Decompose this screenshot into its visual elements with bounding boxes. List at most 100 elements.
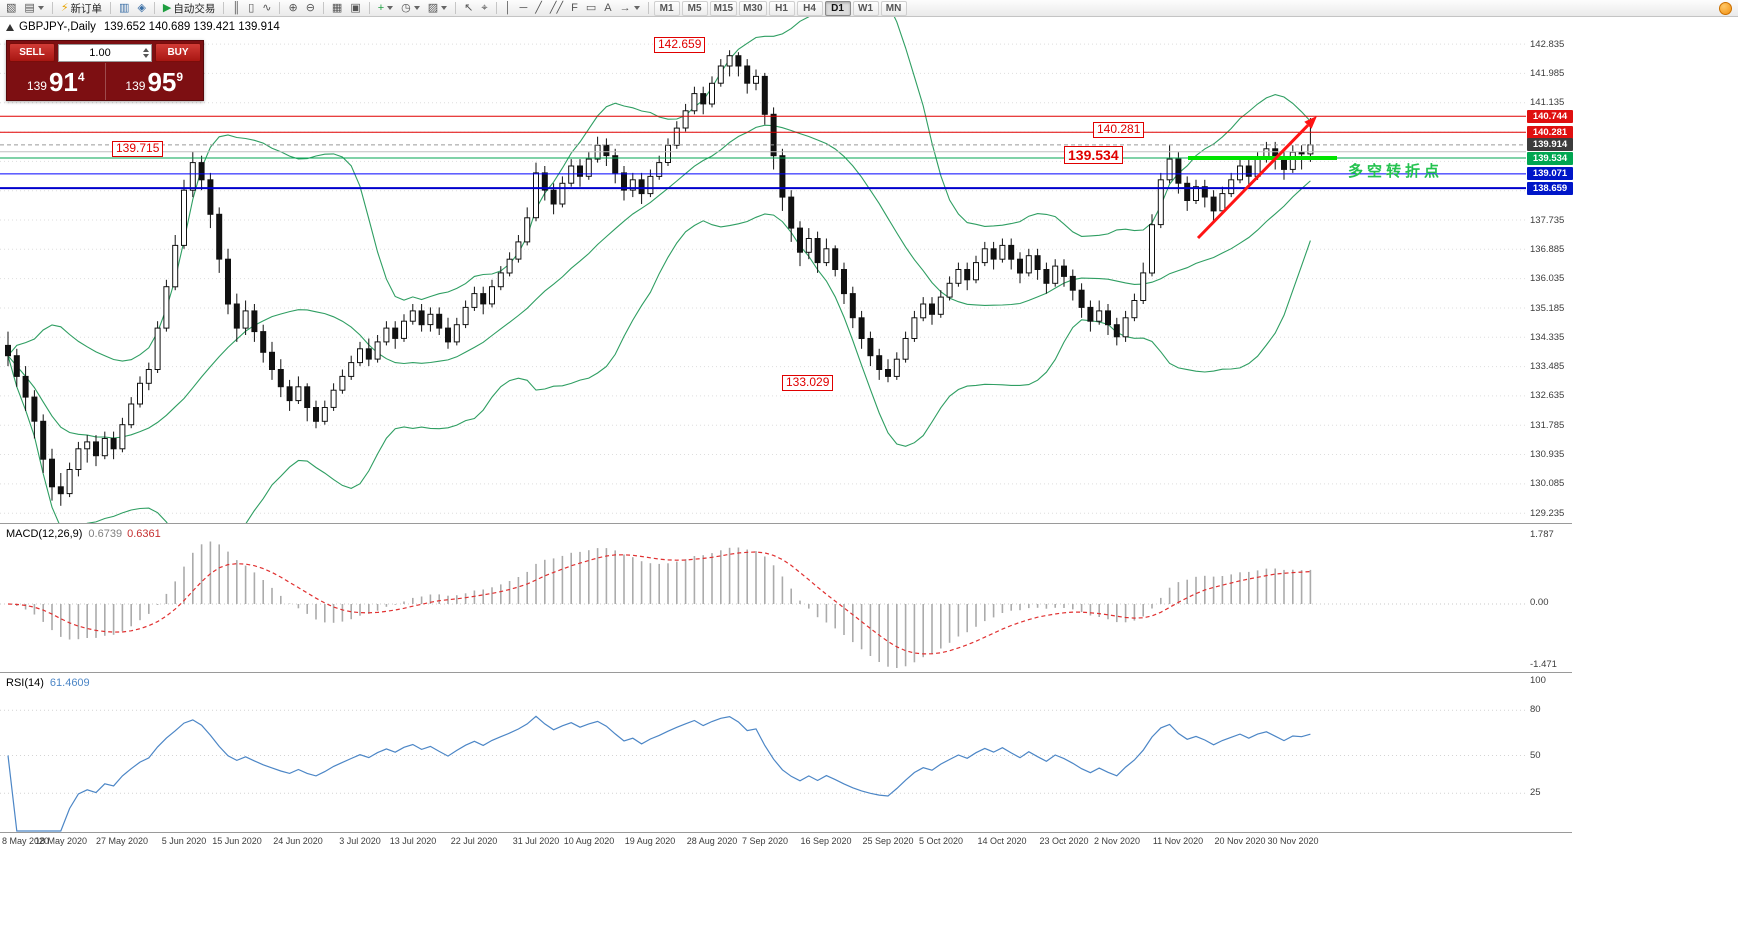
- shapes-button[interactable]: ▭: [582, 0, 600, 16]
- templates-button[interactable]: ▨: [424, 0, 451, 16]
- date-tick: 15 Jun 2020: [212, 836, 262, 846]
- price-tag: 139.914: [1527, 138, 1573, 152]
- periods-button[interactable]: ◷: [397, 0, 424, 16]
- zoom-out-button[interactable]: ⊖: [302, 0, 319, 16]
- profiles-button[interactable]: ▤: [20, 0, 47, 16]
- timeframe-h4-button[interactable]: H4: [796, 0, 823, 16]
- line-chart-mode-button[interactable]: ∿: [258, 0, 275, 16]
- buy-button[interactable]: BUY: [155, 43, 201, 62]
- volume-up-icon[interactable]: [143, 47, 149, 52]
- volume-input[interactable]: [59, 46, 141, 59]
- timeframe-toolbar: M1 M5 M15 M30 H1 H4 D1 W1 MN: [653, 0, 908, 16]
- horizontal-line-icon: ─: [519, 2, 528, 14]
- chevron-down-icon: [37, 6, 44, 10]
- panel-divider[interactable]: [0, 523, 1572, 524]
- new-order-button[interactable]: ⚡ 新订单: [57, 0, 106, 16]
- new-order-icon: ⚡: [60, 2, 69, 14]
- horizontal-line-button[interactable]: ─: [515, 0, 531, 16]
- fibonacci-button[interactable]: F: [567, 0, 582, 16]
- buy-price[interactable]: 139 95 9: [104, 63, 204, 100]
- text-tool-icon: A: [604, 2, 612, 14]
- sell-price-main: 91: [48, 67, 78, 97]
- date-tick: 19 Aug 2020: [624, 836, 676, 846]
- panel-divider[interactable]: [0, 672, 1572, 673]
- tile-windows-button[interactable]: ▣: [346, 0, 364, 16]
- candlestick-mode-button[interactable]: ▯: [244, 0, 258, 16]
- trendline-button[interactable]: ╱: [531, 0, 546, 16]
- macd-tick: -1.471: [1530, 659, 1557, 670]
- price-tick: 137.735: [1530, 214, 1565, 226]
- timeframe-mn-button[interactable]: MN: [880, 0, 907, 16]
- sell-price[interactable]: 139 91 4: [7, 63, 105, 100]
- bull-bear-turning-point-note: 多空转折点: [1348, 163, 1444, 180]
- price-tag: 139.534: [1527, 151, 1573, 165]
- vertical-line-button[interactable]: │: [501, 0, 516, 16]
- macd-name: MACD(12,26,9): [6, 528, 83, 540]
- timeframe-h1-button[interactable]: H1: [768, 0, 795, 16]
- volume-spin: [141, 47, 151, 58]
- zoom-in-button[interactable]: ⊕: [284, 0, 301, 16]
- tile-windows-icon: ▣: [350, 2, 361, 14]
- templates-icon: ▨: [427, 2, 439, 14]
- one-click-collapse-icon[interactable]: [6, 23, 14, 31]
- price-tag: 138.659: [1527, 181, 1573, 195]
- indicators-icon: +: [377, 2, 385, 14]
- toolbar-separator: [368, 2, 370, 14]
- rsi-value: 61.4609: [49, 677, 90, 689]
- toolbar-right: [1719, 2, 1732, 15]
- chevron-down-icon: [441, 6, 448, 10]
- grid-icon: ▦: [331, 2, 343, 14]
- community-icon[interactable]: [1719, 2, 1732, 15]
- timeframe-w1-button[interactable]: W1: [852, 0, 879, 16]
- fibonacci-icon: F: [571, 2, 578, 14]
- macd-label: MACD(12,26,9) 0.6739 0.6361: [6, 528, 161, 540]
- buy-price-main: 95: [147, 67, 177, 97]
- navigator-button[interactable]: ◈: [133, 0, 149, 16]
- sell-button[interactable]: SELL: [9, 43, 55, 62]
- price-tick: 131.785: [1530, 419, 1565, 431]
- timeframe-d1-button[interactable]: D1: [824, 0, 851, 16]
- bar-chart-mode-button[interactable]: ║: [228, 0, 244, 16]
- new-chart-button[interactable]: ▧: [2, 0, 20, 16]
- volume-down-icon[interactable]: [143, 53, 149, 58]
- crosshair-button[interactable]: ⌖: [477, 0, 491, 16]
- date-tick: 8 May 2020: [2, 836, 50, 846]
- indicators-button[interactable]: +: [374, 0, 397, 16]
- macd-value-1: 0.6739: [88, 528, 123, 540]
- date-tick: 7 Sep 2020: [741, 836, 789, 846]
- new-chart-icon: ▧: [6, 2, 17, 14]
- toolbar-separator: [647, 2, 649, 14]
- macd-value-2: 0.6361: [127, 528, 161, 540]
- date-tick: 18 May 2020: [34, 836, 88, 846]
- arrows-tool-button[interactable]: →: [616, 0, 644, 16]
- toolbar-groups: ▧ ▤ ⚡ 新订单 ▥ ◈ ▶ 自动交易 ║ ▯ ∿ ⊕ ⊖ ▦ ▣ + ◷ ▨ ↖ ⌖ │ ─ ╱ ╱╱ F ▭ A →: [2, 0, 644, 16]
- date-tick: 20 Nov 2020: [1214, 836, 1266, 846]
- arrows-tool-icon: →: [619, 2, 631, 14]
- timeframe-m15-button[interactable]: M15: [709, 0, 738, 16]
- auto-trading-button[interactable]: ▶ 自动交易: [159, 0, 219, 16]
- price-tick: 142.835: [1530, 38, 1565, 50]
- buy-price-pip: 9: [176, 70, 184, 84]
- trendline-icon: ╱: [535, 2, 542, 14]
- timeframe-m5-button[interactable]: M5: [681, 0, 708, 16]
- timeframe-m30-button[interactable]: M30: [739, 0, 767, 16]
- timeframe-m1-button[interactable]: M1: [653, 0, 680, 16]
- shapes-icon: ▭: [585, 2, 597, 14]
- cursor-icon: ↖: [464, 2, 474, 14]
- date-tick: 2 Nov 2020: [1093, 836, 1141, 846]
- trade-row: SELL BUY: [7, 41, 203, 63]
- zoom-out-icon: ⊖: [305, 2, 315, 14]
- text-tool-button[interactable]: A: [600, 0, 615, 16]
- toolbar-separator: [322, 2, 324, 14]
- grid-button[interactable]: ▦: [328, 0, 346, 16]
- channel-button[interactable]: ╱╱: [546, 0, 567, 16]
- chevron-down-icon: [633, 6, 640, 10]
- price-tick: 136.035: [1530, 273, 1565, 285]
- new-order-label: 新订单: [70, 2, 103, 15]
- date-tick: 11 Nov 2020: [1152, 836, 1204, 846]
- date-tick: 24 Jun 2020: [273, 836, 323, 846]
- chart-canvas[interactable]: [0, 0, 1572, 852]
- toolbar-separator: [223, 2, 225, 14]
- cursor-button[interactable]: ↖: [460, 0, 477, 16]
- market-watch-button[interactable]: ▥: [115, 0, 133, 16]
